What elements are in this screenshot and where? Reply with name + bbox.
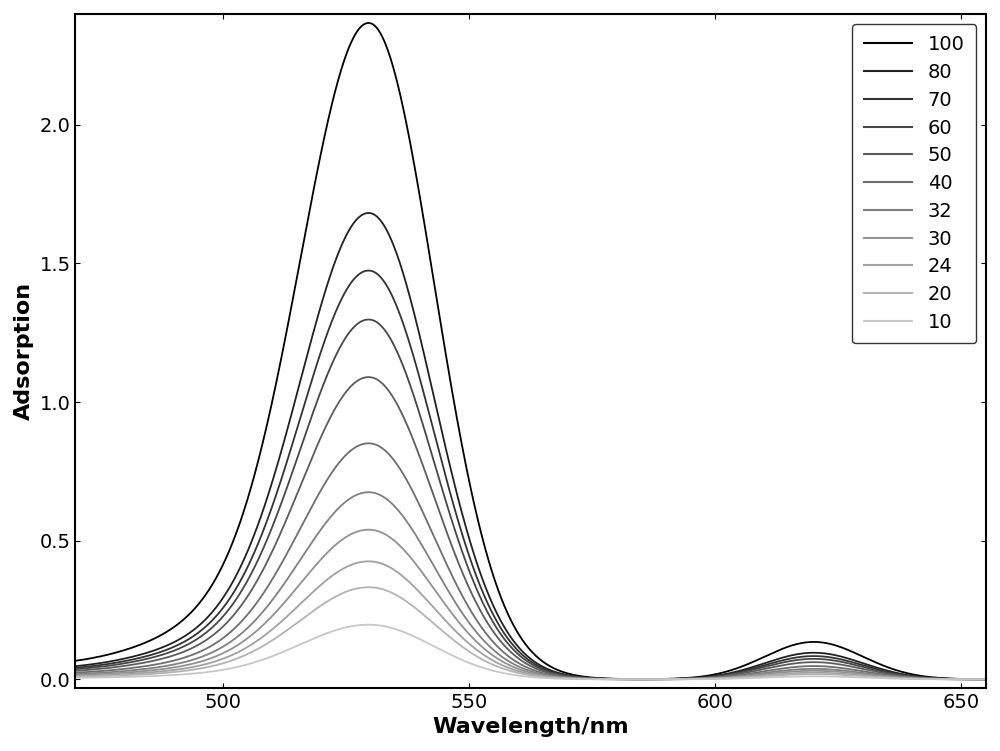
X-axis label: Wavelength/nm: Wavelength/nm (432, 717, 629, 737)
Y-axis label: Adsorption: Adsorption (14, 282, 34, 420)
Legend: 100, 80, 70, 60, 50, 40, 32, 30, 24, 20, 10: 100, 80, 70, 60, 50, 40, 32, 30, 24, 20,… (852, 23, 976, 343)
